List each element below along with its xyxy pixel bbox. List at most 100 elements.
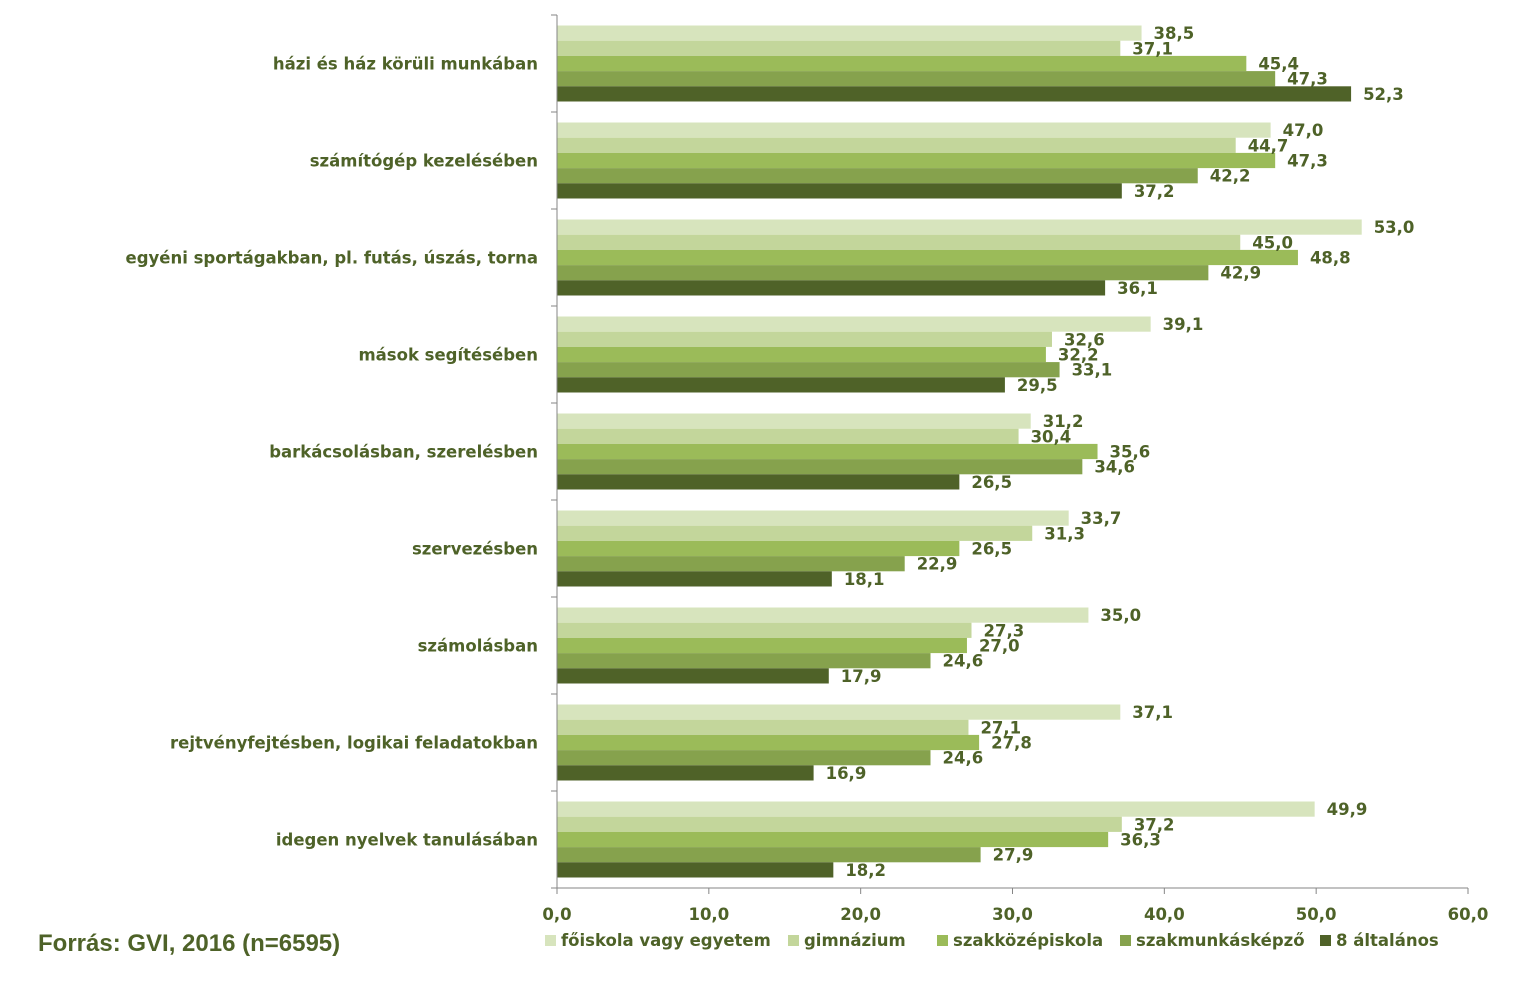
bar (557, 331, 1052, 347)
x-tick-label: 20,0 (840, 905, 881, 924)
category-label: egyéni sportágakban, pl. futás, úszás, t… (126, 249, 538, 268)
legend-label: főiskola vagy egyetem (561, 931, 771, 950)
data-label: 22,9 (917, 555, 958, 574)
bars-group (557, 25, 1362, 878)
data-label: 32,2 (1058, 346, 1099, 365)
bar (557, 668, 829, 684)
legend-swatch (1320, 935, 1331, 946)
data-label: 31,2 (1043, 412, 1084, 431)
data-label: 32,6 (1064, 330, 1105, 349)
category-label: rejtvényfejtésben, logikai feladatokban (170, 734, 538, 753)
data-label: 45,0 (1252, 233, 1293, 252)
x-tick-label: 50,0 (1296, 905, 1337, 924)
data-label: 35,0 (1100, 606, 1141, 625)
data-label: 36,1 (1117, 279, 1158, 298)
legend-label: szakmunkásképző (1136, 931, 1305, 950)
data-label: 27,0 (979, 637, 1020, 656)
bar (557, 152, 1276, 169)
bar (557, 86, 1352, 102)
data-label: 47,3 (1287, 152, 1328, 171)
x-tick-label: 60,0 (1448, 905, 1489, 924)
data-label: 18,1 (844, 570, 885, 589)
data-label: 36,3 (1120, 831, 1161, 850)
bar (557, 653, 931, 669)
bar (557, 801, 1315, 817)
category-label: mások segítésében (358, 346, 538, 365)
bar (557, 607, 1089, 623)
bar (557, 540, 960, 557)
bar (557, 55, 1247, 72)
bar (557, 831, 1109, 848)
data-label: 27,8 (991, 734, 1032, 753)
x-tick-labels-group: 0,0 10,0 20,0 30,0 40,0 50,0 60,0 (542, 905, 1488, 924)
data-label: 24,6 (943, 749, 984, 768)
data-label: 35,6 (1110, 443, 1151, 462)
bar (557, 25, 1142, 41)
category-label: számítógép kezelésében (310, 152, 538, 171)
category-label: házi és ház körüli munkában (273, 55, 538, 74)
data-label: 39,1 (1163, 315, 1204, 334)
data-label: 27,9 (993, 846, 1034, 865)
data-label: 29,5 (1017, 376, 1058, 395)
data-label: 49,9 (1327, 800, 1368, 819)
bar (557, 443, 1098, 460)
bar (557, 71, 1276, 87)
data-label: 47,3 (1287, 70, 1328, 89)
bar (557, 280, 1106, 296)
source-note: Forrás: GVI, 2016 (n=6595) (38, 930, 341, 957)
bar (557, 377, 1005, 393)
bar (557, 556, 905, 572)
data-label: 38,5 (1154, 24, 1195, 43)
data-label: 47,0 (1283, 121, 1324, 140)
bar (557, 122, 1271, 138)
bar (557, 622, 972, 638)
bar (557, 137, 1236, 153)
data-label: 27,3 (984, 621, 1025, 640)
data-label: 18,2 (845, 861, 886, 880)
bar (557, 234, 1241, 250)
legend-swatch (937, 935, 948, 946)
bar (557, 734, 980, 751)
data-label: 44,7 (1248, 136, 1289, 155)
bar (557, 219, 1362, 235)
data-label: 30,4 (1031, 427, 1072, 446)
data-label: 53,0 (1374, 218, 1415, 237)
bar (557, 525, 1033, 541)
bar (557, 413, 1031, 429)
x-tick-label: 10,0 (688, 905, 729, 924)
value-labels-group: 38,537,145,447,352,347,044,747,342,237,2… (826, 24, 1415, 880)
bar (557, 40, 1121, 56)
data-label: 37,1 (1132, 39, 1173, 58)
legend-swatch (545, 935, 556, 946)
bar (557, 428, 1019, 444)
x-tick-label: 40,0 (1144, 905, 1185, 924)
bar (557, 474, 960, 490)
bar (557, 362, 1060, 378)
bar (557, 704, 1121, 720)
axes-group (551, 14, 1469, 894)
data-label: 26,5 (971, 540, 1012, 559)
category-labels-group: házi és ház körüli munkában számítógép ke… (126, 55, 538, 850)
legend-label: szakközépiskola (953, 931, 1103, 950)
bar (557, 265, 1209, 281)
data-label: 16,9 (826, 764, 867, 783)
data-label: 37,2 (1134, 815, 1175, 834)
category-label: szervezésben (412, 540, 538, 559)
bar (557, 346, 1046, 363)
data-label: 48,8 (1310, 249, 1351, 268)
category-label: barkácsolásban, szerelésben (269, 443, 538, 462)
data-label: 52,3 (1363, 85, 1404, 104)
data-label: 27,1 (980, 718, 1021, 737)
data-label: 37,1 (1132, 703, 1173, 722)
bar (557, 750, 931, 766)
legend-swatch (1120, 935, 1131, 946)
bar (557, 459, 1083, 475)
legend: főiskola vagy egyetem gimnázium szakközépi… (545, 931, 1439, 950)
bar (557, 637, 967, 654)
legend-label: gimnázium (804, 931, 906, 950)
data-label: 31,3 (1044, 524, 1085, 543)
bar (557, 816, 1122, 832)
data-label: 26,5 (971, 473, 1012, 492)
bar (557, 847, 981, 863)
data-label: 37,2 (1134, 182, 1175, 201)
